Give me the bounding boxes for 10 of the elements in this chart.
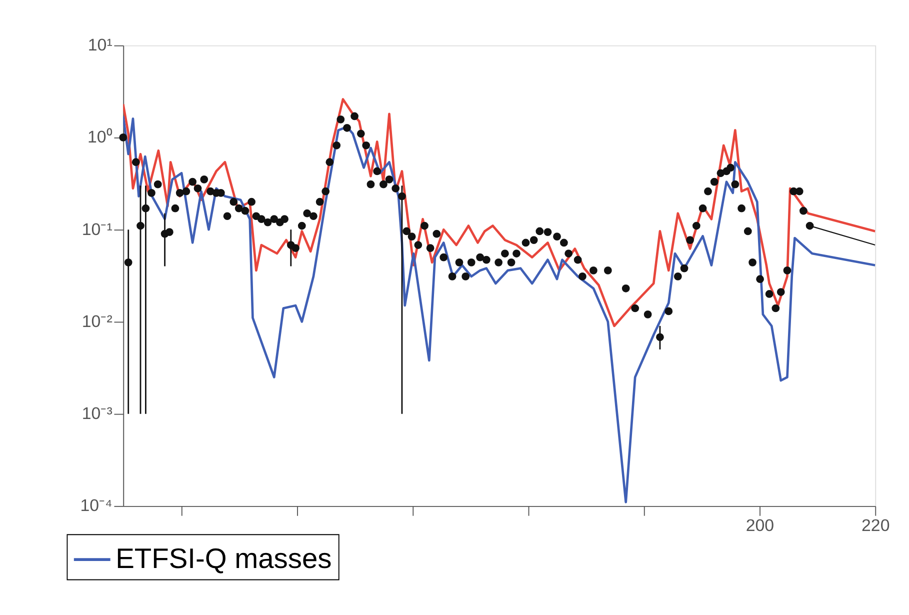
- y-tick-label: 10⁻¹: [82, 220, 113, 239]
- x-tick-label: 200: [746, 516, 774, 535]
- legend-label: ETFSI-Q masses: [116, 542, 332, 574]
- y-tick-label: 10⁻²: [82, 312, 113, 331]
- x-tick-label: 220: [862, 516, 890, 535]
- line-series: [123, 115, 876, 504]
- y-tick-label: 10¹: [88, 36, 113, 55]
- y-tick-label: 10⁰: [88, 128, 112, 147]
- y-tick-label: 10⁻⁴: [80, 496, 112, 516]
- y-tick-label: 10⁻³: [82, 404, 113, 424]
